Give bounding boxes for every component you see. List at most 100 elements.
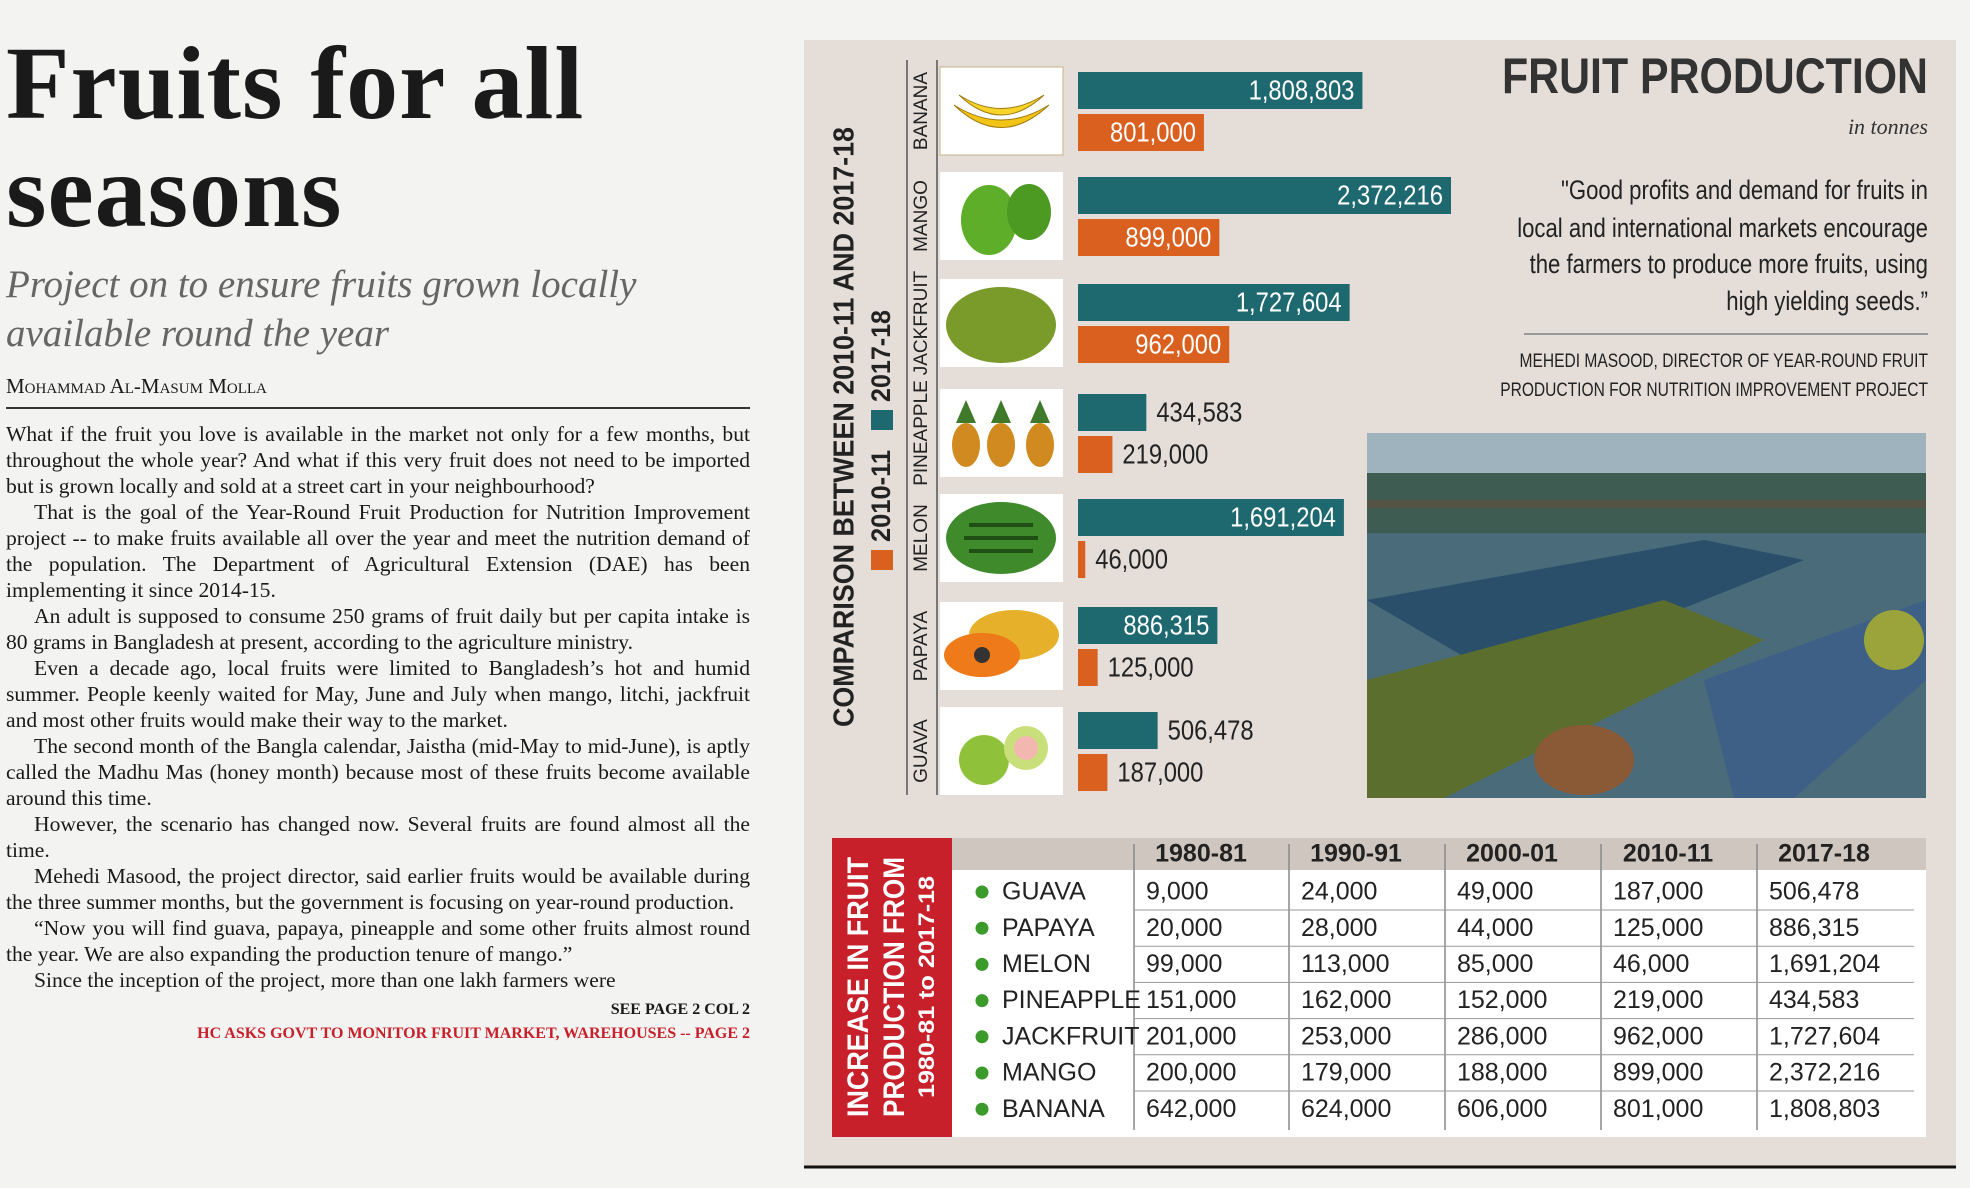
value-label: 1,727,604 — [1236, 286, 1342, 318]
cell: 99,000 — [1146, 950, 1222, 978]
quote-line: high yielding seeds.” — [1726, 287, 1928, 317]
bar — [1078, 72, 1363, 109]
value-label: 899,000 — [1125, 221, 1211, 253]
bar — [1078, 499, 1344, 536]
column-header: 1980-81 — [1155, 840, 1247, 868]
row-label: PINEAPPLE — [1002, 986, 1141, 1014]
continued: SEE PAGE 2 COL 2 — [610, 1001, 750, 1018]
bar — [1078, 436, 1113, 473]
table-title: PRODUCTION FROM — [878, 857, 911, 1117]
cell: 434,583 — [1769, 986, 1859, 1014]
cell: 113,000 — [1301, 950, 1390, 978]
cell: 624,000 — [1301, 1095, 1391, 1123]
category-label: PINEAPPLE — [911, 380, 932, 486]
cell: 49,000 — [1457, 878, 1533, 906]
column-header: 2000-01 — [1466, 840, 1558, 868]
bullet — [972, 991, 992, 1011]
axis-label: COMPARISON BETWEEN 2010-11 AND 2017-18 — [829, 127, 861, 727]
row-label: JACKFRUIT — [1002, 1022, 1140, 1050]
cell: 201,000 — [1146, 1022, 1236, 1050]
value-label: 801,000 — [1110, 116, 1196, 148]
subhead-line: Project on to ensure fruits grown locall… — [6, 263, 637, 306]
table-title: INCREASE IN FRUIT — [842, 857, 875, 1117]
bullet — [972, 954, 992, 974]
category-label: MELON — [911, 504, 932, 572]
bullet — [972, 1099, 992, 1119]
value-label: 1,808,803 — [1249, 74, 1355, 106]
legend: 2010-11 2017-18 — [866, 310, 896, 570]
legend-swatch — [871, 410, 893, 430]
column-header: 2017-18 — [1778, 840, 1870, 868]
cell: 899,000 — [1613, 1059, 1703, 1087]
value-label: 219,000 — [1122, 438, 1208, 470]
cell: 20,000 — [1146, 914, 1222, 942]
bar — [1078, 541, 1086, 578]
cell: 801,000 — [1613, 1095, 1703, 1123]
cell: 642,000 — [1146, 1095, 1236, 1123]
cell: 46,000 — [1613, 950, 1689, 978]
bullet — [972, 1027, 992, 1047]
article-body: What if the fruit you love is available … — [6, 421, 750, 993]
cell: 24,000 — [1301, 878, 1377, 906]
row-label: PAPAYA — [1002, 914, 1095, 942]
value-label: 886,315 — [1123, 609, 1209, 641]
bar — [1078, 284, 1350, 321]
market-photo — [1367, 433, 1926, 798]
paragraph: Even a decade ago, local fruits were lim… — [6, 656, 750, 732]
paragraph: That is the goal of the Year-Round Fruit… — [6, 500, 750, 602]
value-label: 434,583 — [1156, 396, 1242, 428]
bar — [1078, 326, 1230, 363]
cell: 1,808,803 — [1769, 1095, 1880, 1123]
paragraph: An adult is supposed to consume 250 gram… — [6, 604, 750, 654]
attribution: PRODUCTION FOR NUTRITION IMPROVEMENT PRO… — [1500, 379, 1928, 401]
quote-line: local and international markets encourag… — [1517, 214, 1928, 244]
cell: 151,000 — [1146, 986, 1236, 1014]
bar — [1078, 114, 1204, 151]
cell: 162,000 — [1301, 986, 1391, 1014]
cell: 200,000 — [1146, 1059, 1236, 1087]
chart-subtitle: in tonnes — [1848, 114, 1928, 139]
value-label: 1,691,204 — [1230, 501, 1336, 533]
table-subtitle: 1980-81 to 2017-18 — [914, 876, 939, 1098]
cell: 152,000 — [1457, 986, 1547, 1014]
legend-label: 2017-18 — [866, 310, 896, 402]
row-label: GUAVA — [1002, 878, 1086, 906]
category-label: BANANA — [911, 72, 932, 150]
table-bg — [832, 838, 1926, 1137]
category-label: PAPAYA — [911, 610, 932, 681]
bar — [1078, 394, 1147, 431]
cell: 85,000 — [1457, 950, 1533, 978]
legend-label: 2010-11 — [866, 450, 896, 542]
headline: seasons — [6, 134, 343, 249]
cell: 606,000 — [1457, 1095, 1547, 1123]
teaser: HC ASKS GOVT TO MONITOR FRUIT MARKET, WA… — [197, 1025, 750, 1042]
bar — [1078, 177, 1451, 214]
quote-line: the farmers to produce more fruits, usin… — [1530, 250, 1928, 280]
cell: 188,000 — [1457, 1059, 1547, 1087]
headline: Fruits for all — [6, 26, 585, 141]
cell: 962,000 — [1613, 1022, 1703, 1050]
category-label: GUAVA — [911, 719, 932, 783]
bullet — [972, 918, 992, 938]
value-label: 506,478 — [1168, 714, 1254, 746]
value-label: 187,000 — [1117, 756, 1203, 788]
fruit-images — [939, 66, 1064, 795]
attribution: MEHEDI MASOOD, DIRECTOR OF YEAR-ROUND FR… — [1519, 350, 1928, 372]
cell: 506,478 — [1769, 878, 1859, 906]
row-label: MELON — [1002, 950, 1091, 978]
bullet — [972, 1063, 992, 1083]
bar — [1078, 607, 1218, 644]
cell: 187,000 — [1613, 878, 1703, 906]
bar — [1078, 712, 1158, 749]
table-header-bg — [952, 838, 1926, 870]
cell: 9,000 — [1146, 878, 1209, 906]
column-header: 1990-91 — [1310, 840, 1402, 868]
category-label: MANGO — [911, 180, 932, 252]
subhead: Project on to ensure fruits grown locall… — [6, 260, 750, 358]
byline: Mohammad Al-Masum Molla — [6, 374, 750, 409]
infographic: FRUIT PRODUCTION in tonnes COMPARISON BETW… — [804, 40, 1956, 1169]
bar — [1078, 649, 1098, 686]
cell: 886,315 — [1769, 914, 1859, 942]
cell: 125,000 — [1613, 914, 1703, 942]
